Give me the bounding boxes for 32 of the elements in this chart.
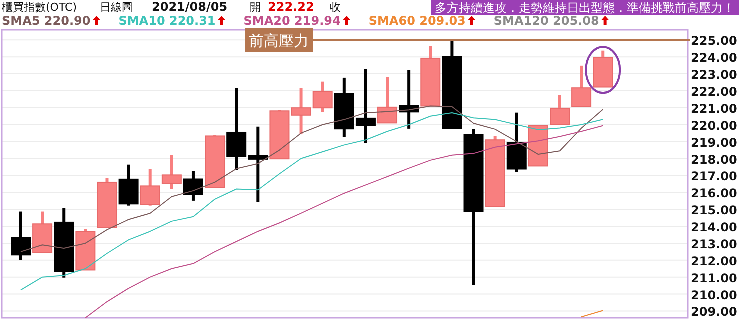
chart-subtitle: 日線圖 [100,1,133,14]
chart-title: 櫃買指數(OTC) [2,1,77,14]
y-tick-label: 213.00 [691,237,738,252]
text: 多方持續進攻．走勢維持日出型態．準備挑戰前高壓力！ [435,1,735,15]
y-tick-label: 216.00 [691,186,738,201]
y-tick-label: 222.00 [691,84,738,99]
y-tick-label: 224.00 [691,51,738,66]
text: SMA10 220.31 [118,14,216,28]
text: 收 [330,1,341,14]
y-tick-label: 217.00 [691,170,738,184]
text: SMA60 209.03 [368,14,466,28]
y-tick-label: 214.00 [691,220,738,235]
text: SMA20 219.94 [244,14,341,28]
y-tick-label: 223.00 [691,68,738,82]
y-tick-label: 209.00 [691,305,738,320]
y-tick-label: 219.00 [691,136,738,150]
text: SMA120 205.08 [494,14,600,28]
text: 222.22 [268,0,314,14]
line-series [20,112,604,291]
y-tick-label: 212.00 [691,254,738,268]
text: 開 [250,1,261,14]
y-tick-label: 211.00 [691,271,738,286]
line-series [85,125,604,318]
y-tick-label: 218.00 [691,152,738,167]
y-tick-label: 215.00 [691,204,738,218]
y-tick-label: 220.00 [691,118,738,133]
y-tick-label: 225.00 [691,34,738,48]
y-tick-label: 221.00 [691,102,738,116]
text: SMA5 220.90 [2,14,91,28]
y-tick-label: 210.00 [691,288,738,302]
text: 2021/08/05 [152,0,228,14]
ref-line-label: 前高壓力 [249,32,309,50]
